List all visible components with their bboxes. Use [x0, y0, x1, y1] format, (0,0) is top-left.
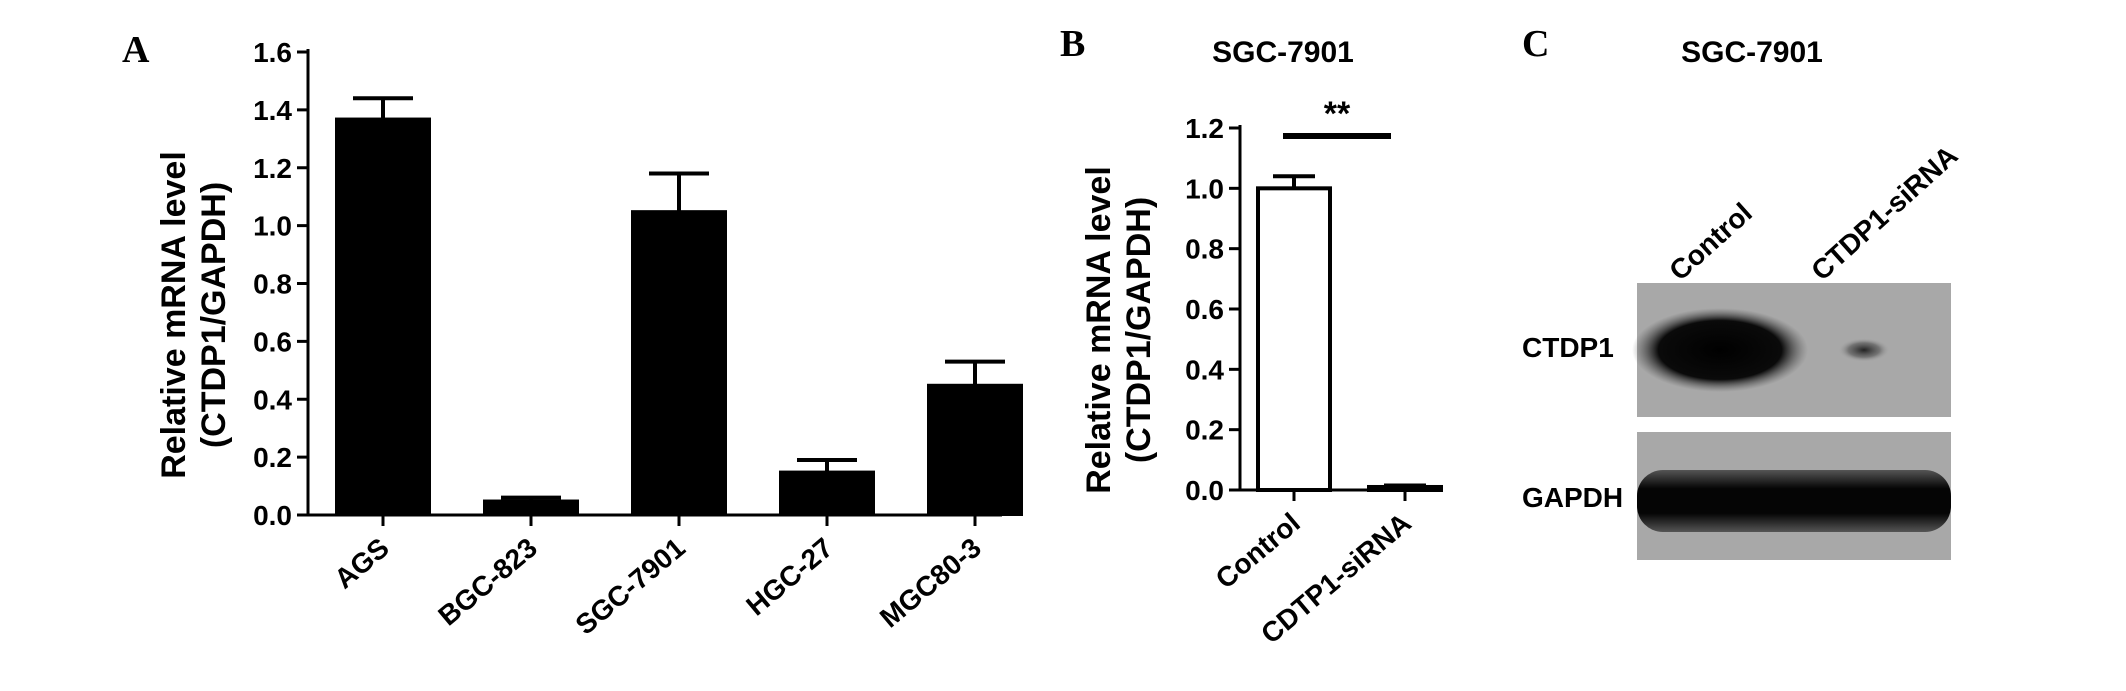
x-category-label: HGC-27 — [740, 532, 839, 622]
y-tick-label: 0.0 — [253, 500, 292, 531]
y-axis-label-line-2: (CTDP1/GAPDH) — [195, 182, 233, 448]
y-tick-label: 0.0 — [1185, 475, 1224, 506]
x-category-label: AGS — [328, 532, 394, 595]
y-tick-label: 0.8 — [253, 269, 292, 300]
y-tick-label: 0.2 — [1185, 415, 1224, 446]
panel-letter-b: B — [1060, 23, 1085, 65]
bar — [1367, 484, 1443, 493]
y-tick-label: 1.4 — [253, 95, 292, 126]
lane-label-ctdp1-sirna: CTDP1-siRNA — [1805, 140, 1963, 287]
significance-marker: ** — [1324, 95, 1351, 133]
y-axis-label-line-1: Relative mRNA level — [1080, 166, 1118, 494]
y-tick-label: 0.6 — [253, 326, 292, 357]
y-tick-label: 0.8 — [1185, 234, 1224, 265]
chart-a-plot: 0.0 0.2 0.4 0.6 0.8 1.0 1.2 1.4 1.6 AGS BGC-823 SGC… — [253, 37, 1023, 641]
y-tick-label: 0.2 — [253, 442, 292, 473]
band-label-ctdp1: CTDP1 — [1522, 332, 1614, 363]
band-label-gapdh: GAPDH — [1522, 482, 1623, 513]
x-category-label: Control — [1210, 507, 1306, 595]
panel-letter-a: A — [122, 29, 150, 71]
panel-letter-c: C — [1522, 23, 1549, 65]
chart-b-y-label: Relative mRNA level (CTDP1/GAPDH) — [1080, 166, 1158, 494]
chart-b-title: SGC-7901 — [1212, 36, 1354, 69]
y-tick-label: 1.0 — [1185, 173, 1224, 204]
band-ctdp1-sirna — [1838, 338, 1890, 362]
chart-a-y-label: Relative mRNA level (CTDP1/GAPDH) — [155, 151, 233, 479]
band-ctdp1-control — [1632, 308, 1808, 392]
bar — [927, 383, 1023, 516]
x-category-label: BGC-823 — [432, 532, 543, 632]
bar — [1256, 186, 1332, 492]
x-category-label: SGC-7901 — [570, 532, 691, 641]
x-category-label: MGC80-3 — [874, 532, 987, 634]
y-tick-label: 1.6 — [253, 37, 292, 68]
bar — [779, 470, 875, 516]
bar — [631, 210, 727, 516]
y-axis-label-line-2: (CTDP1/GAPDH) — [1120, 197, 1158, 463]
lane-label-control: Control — [1663, 197, 1758, 287]
y-tick-label: 0.4 — [253, 384, 292, 415]
western-blot: SGC-7901 Control CTDP1-siRNA CTDP1 GAPDH — [1522, 36, 1964, 560]
blot-title: SGC-7901 — [1681, 36, 1823, 69]
bar — [483, 499, 579, 516]
y-tick-label: 1.2 — [1185, 113, 1224, 144]
y-tick-label: 0.4 — [1185, 354, 1224, 385]
chart-a: Relative mRNA level (CTDP1/GAPDH) 0.0 0.2… — [155, 37, 1023, 641]
y-tick-label: 1.0 — [253, 211, 292, 242]
y-tick-label: 1.2 — [253, 153, 292, 184]
y-tick-label: 0.6 — [1185, 294, 1224, 325]
bar — [335, 117, 431, 517]
chart-b: SGC-7901 Relative mRNA level (CTDP1/GAPD… — [1080, 36, 1443, 650]
y-axis-label-line-1: Relative mRNA level — [155, 151, 193, 479]
band-gapdh — [1637, 470, 1951, 532]
